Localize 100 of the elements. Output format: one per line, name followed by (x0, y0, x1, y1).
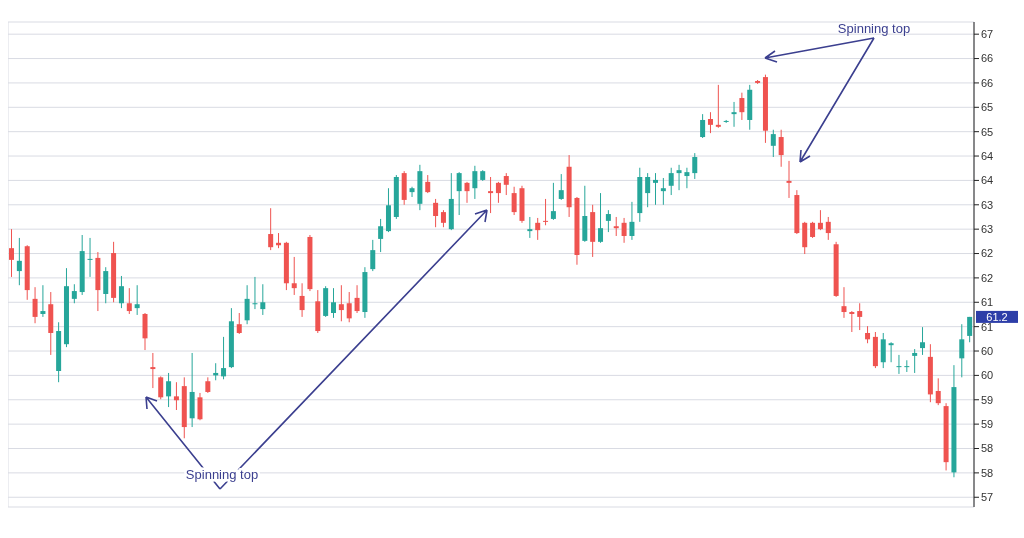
y-tick-label: 66 (981, 76, 994, 89)
candlestick (920, 326, 926, 356)
candlestick (786, 160, 792, 199)
candlestick (87, 237, 93, 278)
y-tick-label: 57 (981, 491, 994, 504)
candlestick (268, 207, 274, 251)
candlestick (770, 129, 776, 158)
candlestick (731, 101, 737, 128)
candlestick (338, 284, 344, 322)
candlestick (134, 284, 140, 316)
candlestick (653, 172, 658, 206)
candlestick (904, 359, 910, 373)
candlestick (739, 92, 745, 121)
candlestick (291, 256, 297, 296)
y-tick-label: 58 (981, 466, 994, 479)
y-tick-label: 67 (981, 28, 994, 41)
candlestick (236, 312, 242, 335)
candlestick (16, 237, 22, 286)
y-tick-label: 65 (981, 101, 994, 114)
candlestick (817, 209, 823, 231)
candlestick (260, 283, 266, 316)
candlestick (346, 291, 352, 323)
y-tick-label: 62 (981, 247, 994, 260)
candlestick (912, 348, 918, 374)
candlestick (9, 228, 14, 278)
y-tick-label: 64 (981, 174, 994, 187)
candlestick (715, 84, 721, 129)
candlestick (118, 275, 124, 309)
y-tick-label: 60 (981, 344, 994, 357)
candlestick (550, 182, 556, 221)
candlestick (103, 266, 109, 304)
candlestick (354, 284, 360, 314)
candlestick (605, 209, 611, 233)
y-tick-label: 62 (981, 271, 994, 284)
candlestick (511, 186, 517, 216)
candlestick (692, 152, 698, 180)
candlestick (558, 173, 564, 201)
candlestick (880, 332, 886, 369)
y-tick-label: 61 (981, 320, 994, 333)
candlestick (825, 216, 831, 241)
candlestick (700, 113, 706, 139)
candlestick (331, 287, 336, 319)
candlestick (378, 218, 384, 253)
y-tick-label: 63 (981, 198, 994, 211)
annotation: Spinning top (837, 21, 911, 36)
candlestick (959, 323, 965, 378)
y-tick-label: 65 (981, 125, 994, 138)
y-tick-label: 61 (981, 296, 994, 309)
candlestick (849, 310, 855, 333)
text: 61.2 (986, 310, 1008, 323)
candlestick (495, 181, 501, 204)
y-tick-label: 59 (981, 393, 994, 406)
candlestick (645, 172, 651, 208)
candlestick (676, 164, 682, 191)
candlestick (935, 377, 941, 406)
candlestick (967, 316, 973, 343)
candlestick (543, 198, 549, 226)
y-tick-label: 64 (981, 149, 994, 162)
y-tick-label: 59 (981, 418, 994, 431)
candlestick (252, 276, 258, 310)
y-tick-label: 60 (981, 369, 994, 382)
candlestick (535, 217, 541, 241)
candlestick (221, 336, 227, 380)
candlestick (197, 392, 203, 421)
candlestick (166, 372, 172, 408)
y-tick-label: 58 (981, 442, 994, 455)
candlestick (778, 129, 784, 168)
candlestick (425, 174, 431, 194)
candlestick (888, 341, 894, 363)
candlestick (668, 167, 674, 196)
candlestick (503, 172, 509, 196)
candlestick (71, 283, 77, 304)
candlestick (857, 302, 863, 331)
candlestick (40, 284, 46, 318)
candlestick (613, 216, 619, 237)
candlestick (629, 201, 635, 241)
candlestick (464, 181, 470, 204)
candlestick (841, 286, 847, 319)
candlestick (244, 284, 250, 325)
candlestick (409, 186, 415, 198)
candlestick (598, 192, 604, 244)
y-tick-label: 66 (981, 52, 994, 65)
candlestick (433, 198, 439, 228)
candlestick (299, 282, 305, 318)
candlestick (621, 217, 627, 244)
candlestick (527, 216, 533, 239)
candlestick (707, 111, 713, 134)
y-tick-label: 63 (981, 223, 994, 236)
candlestick (488, 176, 494, 214)
candlestick (150, 352, 156, 389)
candlestick (684, 167, 690, 189)
candlestick (456, 171, 462, 216)
candlestick (173, 381, 179, 411)
candlestick (896, 354, 902, 375)
candlestick (158, 375, 164, 400)
candlestick (370, 239, 376, 272)
candlestick (660, 177, 666, 206)
candlestick (472, 165, 478, 200)
candlestick (126, 287, 132, 315)
candlestick (32, 286, 38, 324)
